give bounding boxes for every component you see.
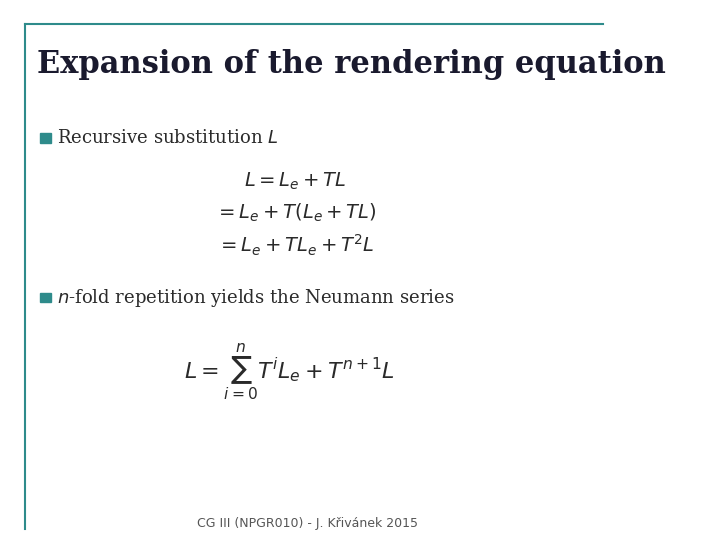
Text: Expansion of the rendering equation: Expansion of the rendering equation	[37, 49, 666, 79]
Text: $= L_e + TL_e + T^2L$: $= L_e + TL_e + T^2L$	[217, 233, 374, 258]
Text: Recursive substitution $L$: Recursive substitution $L$	[57, 129, 278, 147]
Bar	[40, 133, 51, 143]
Text: $L = \sum_{i=0}^{n} T^i L_e + T^{n+1}L$: $L = \sum_{i=0}^{n} T^i L_e + T^{n+1}L$	[184, 342, 395, 403]
Text: CG III (NPGR010) - J. Křivánek 2015: CG III (NPGR010) - J. Křivánek 2015	[197, 517, 418, 530]
Bar	[40, 293, 51, 302]
Text: $= L_e + T\left(L_e + TL\right)$: $= L_e + T\left(L_e + TL\right)$	[215, 202, 377, 225]
Text: $L = L_e + TL$: $L = L_e + TL$	[244, 170, 346, 192]
Text: $n$-fold repetition yields the Neumann series: $n$-fold repetition yields the Neumann s…	[57, 287, 454, 308]
